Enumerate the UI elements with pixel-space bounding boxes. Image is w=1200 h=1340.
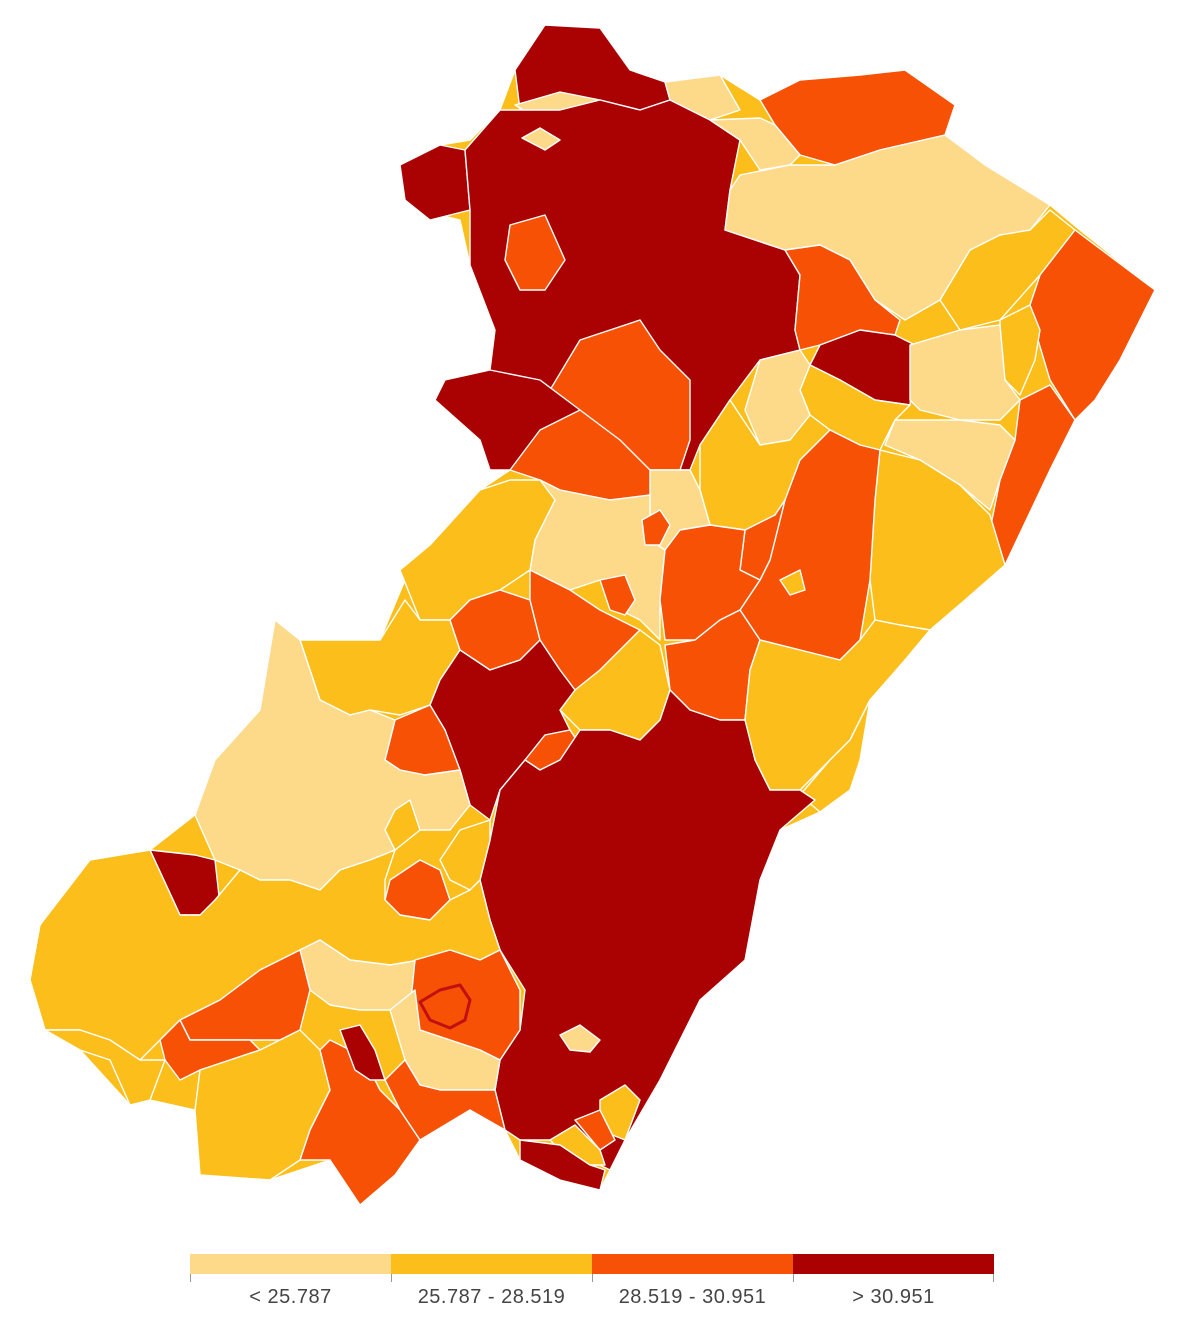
legend-labels: < 25.787 25.787 - 28.519 28.519 - 30.951…: [190, 1286, 994, 1309]
region[interactable]: [434, 369, 581, 471]
region[interactable]: [939, 209, 1076, 331]
region[interactable]: [504, 214, 566, 291]
legend-swatch-1: [190, 1254, 391, 1274]
legend-tick: [592, 1274, 593, 1282]
legend-tick: [793, 1274, 794, 1282]
region[interactable]: [909, 324, 1021, 421]
region[interactable]: [418, 983, 472, 1030]
legend-label-1: < 25.787: [249, 1286, 332, 1308]
legend-label-3: 28.519 - 30.951: [618, 1286, 767, 1308]
region[interactable]: [709, 117, 801, 171]
legend-tick: [190, 1274, 191, 1282]
region[interactable]: [641, 509, 671, 546]
region[interactable]: [1029, 229, 1156, 421]
legend-label-2: 25.787 - 28.519: [417, 1286, 566, 1308]
region[interactable]: [599, 574, 636, 616]
region[interactable]: [884, 419, 1016, 511]
legend-tick: [391, 1274, 392, 1282]
legend-swatch-4: [793, 1254, 994, 1274]
legend: < 25.787 25.787 - 28.519 28.519 - 30.951…: [190, 1254, 994, 1314]
region[interactable]: [574, 1109, 616, 1151]
legend-tick: [993, 1274, 994, 1282]
choropleth-map[interactable]: [0, 0, 1200, 1240]
region[interactable]: [521, 127, 561, 151]
region[interactable]: [399, 144, 471, 221]
region[interactable]: [519, 1139, 606, 1191]
region[interactable]: [559, 1024, 601, 1053]
legend-bar: [190, 1254, 994, 1274]
region[interactable]: [384, 1059, 506, 1141]
legend-swatch-2: [391, 1254, 592, 1274]
region[interactable]: [29, 979, 166, 1106]
region[interactable]: [384, 799, 421, 851]
legend-label-4: > 30.951: [852, 1286, 935, 1308]
region[interactable]: [664, 74, 741, 121]
legend-swatch-3: [592, 1254, 793, 1274]
region[interactable]: [659, 524, 761, 641]
region[interactable]: [779, 569, 806, 596]
region[interactable]: [514, 24, 671, 111]
